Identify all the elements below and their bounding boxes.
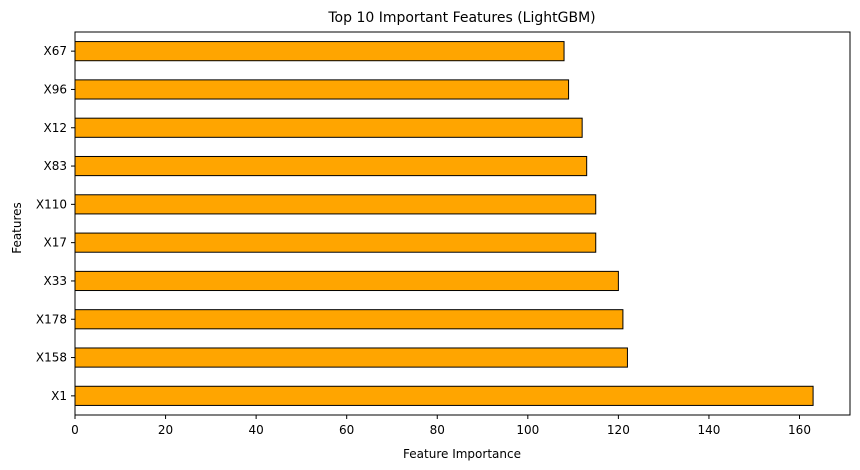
y-axis-ticks: X1 X158 X178 X33 X17 X110 X83 X12 X96 X67 <box>36 44 75 403</box>
y-axis-label: Features <box>10 202 24 254</box>
y-tick-label: X178 <box>36 312 67 326</box>
y-tick-label: X96 <box>44 82 68 96</box>
y-tick-label: X67 <box>44 44 68 58</box>
x-tick-label: 0 <box>71 423 79 437</box>
x-tick-label: 100 <box>516 423 539 437</box>
x-axis-ticks: 0 20 40 60 80 100 120 140 160 <box>71 415 811 437</box>
y-tick-label: X83 <box>44 159 68 173</box>
bar-x33 <box>74 270 619 292</box>
bars-group <box>74 41 814 406</box>
bar-x110 <box>74 194 597 215</box>
chart-title: Top 10 Important Features (LightGBM) <box>327 10 595 26</box>
bar-x158 <box>74 347 628 368</box>
x-axis-label: Feature Importance <box>403 447 521 461</box>
y-tick-label: X17 <box>44 236 68 250</box>
x-tick-label: 140 <box>697 423 720 437</box>
x-tick-label: 120 <box>607 423 630 437</box>
y-tick-label: X12 <box>44 121 68 135</box>
bar-x96 <box>74 79 570 100</box>
x-tick-label: 160 <box>788 423 811 437</box>
x-tick-label: 60 <box>339 423 354 437</box>
bar-x17 <box>74 232 597 253</box>
y-tick-label: X33 <box>44 274 68 288</box>
bar-x83 <box>74 155 588 177</box>
bar-x178 <box>74 309 624 330</box>
y-tick-label: X158 <box>36 351 67 365</box>
y-tick-label: X1 <box>51 389 67 403</box>
y-tick-label: X110 <box>36 197 67 211</box>
x-tick-label: 20 <box>158 423 173 437</box>
x-tick-label: 40 <box>248 423 263 437</box>
plot-frame <box>74 31 851 416</box>
bar-x1 <box>74 385 814 406</box>
x-tick-label: 80 <box>430 423 445 437</box>
bar-x12 <box>74 117 583 138</box>
bar-x67 <box>74 41 565 62</box>
